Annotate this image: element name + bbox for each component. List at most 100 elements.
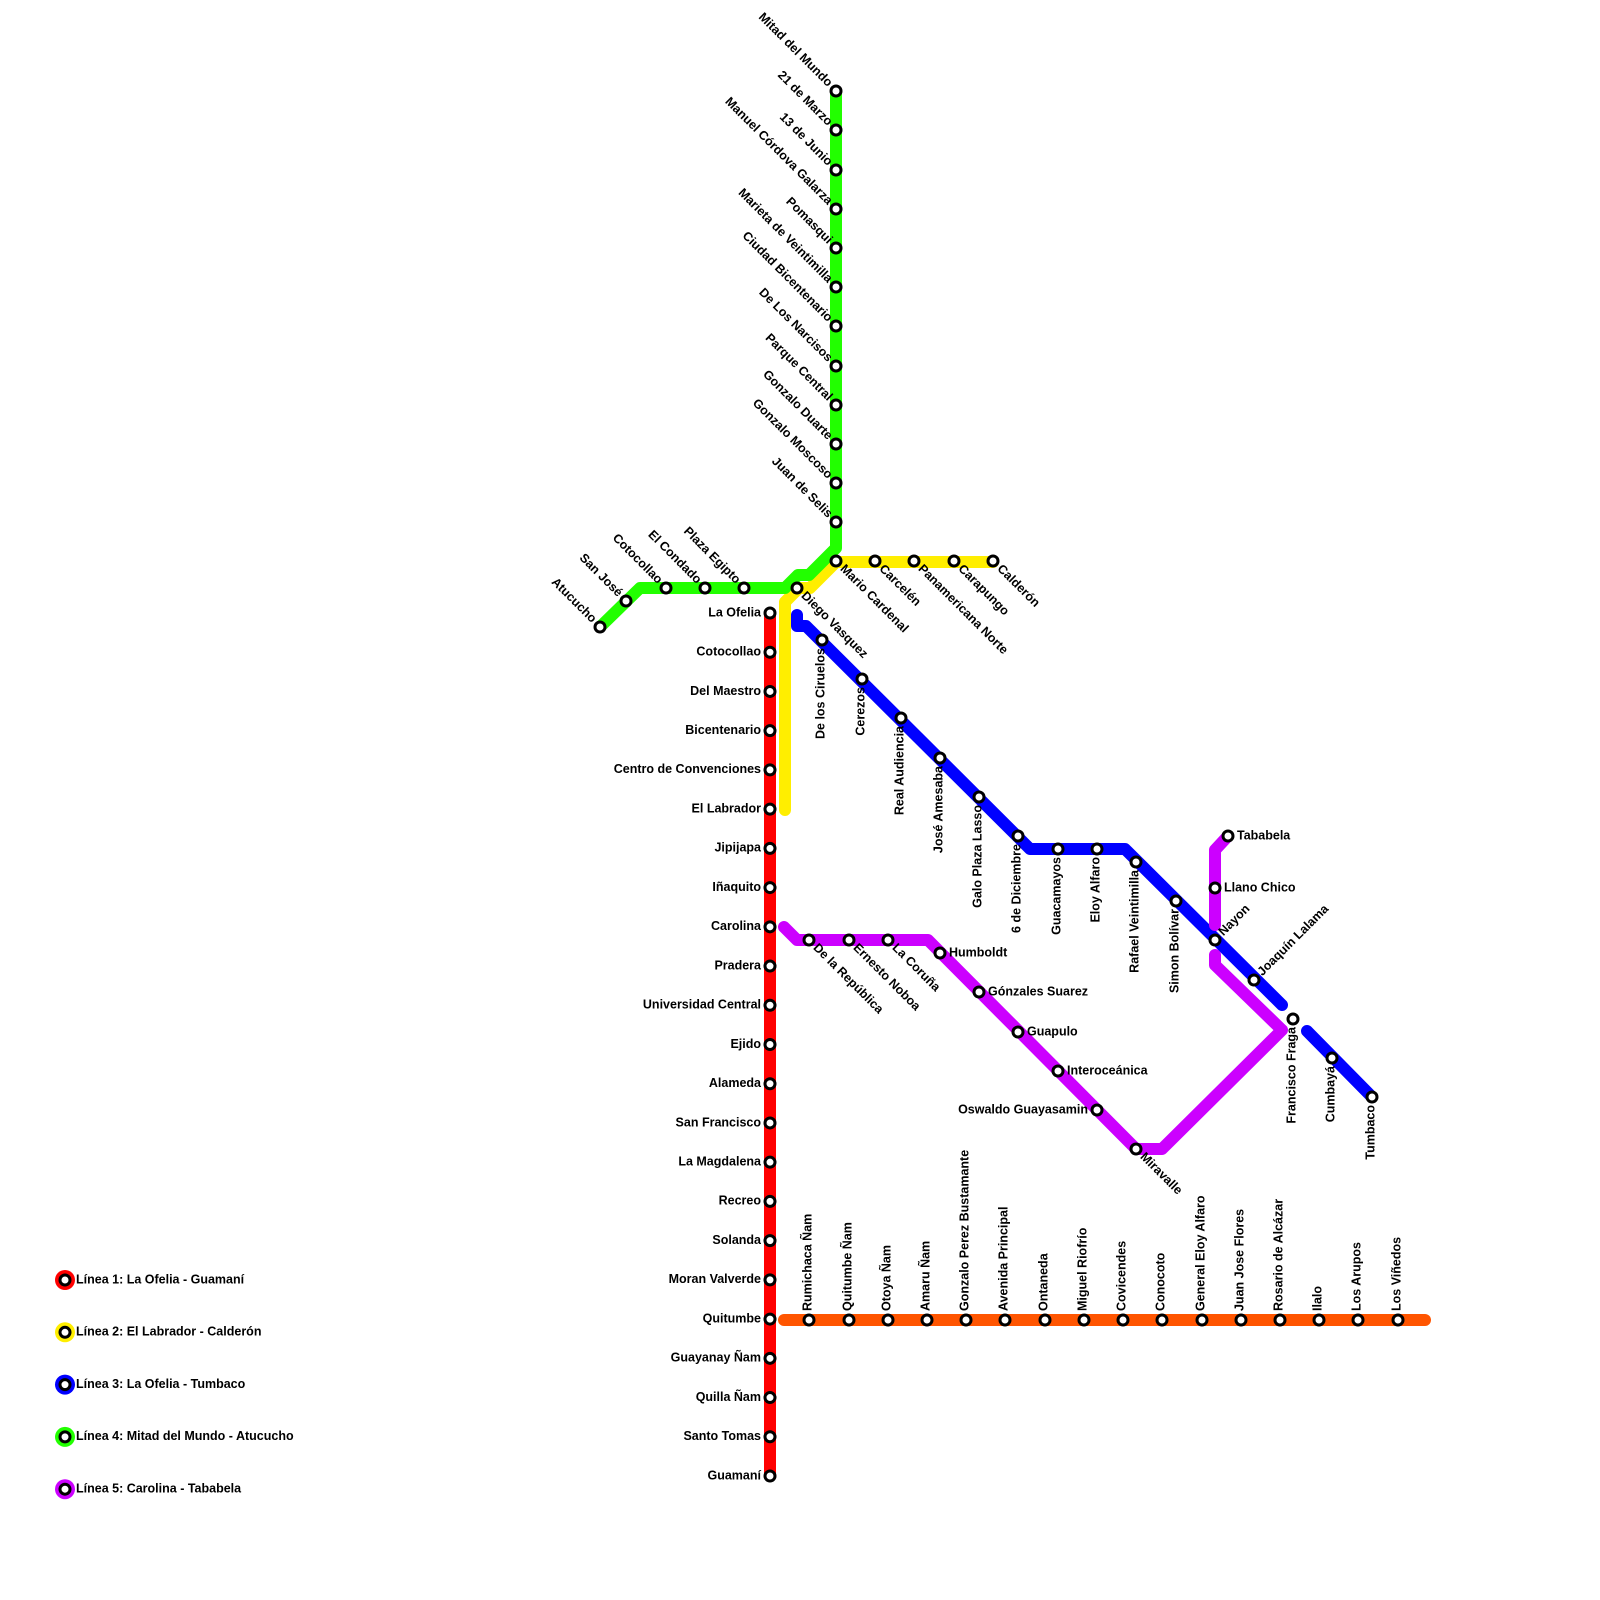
station-marker[interactable]: [763, 1234, 777, 1248]
station-marker[interactable]: [933, 946, 947, 960]
station-marker[interactable]: [972, 790, 986, 804]
station[interactable]: [1011, 1025, 1025, 1039]
station-marker[interactable]: [763, 1312, 777, 1326]
station[interactable]: [1129, 1142, 1143, 1156]
station[interactable]: [933, 946, 947, 960]
station-marker[interactable]: [947, 554, 961, 568]
station-marker[interactable]: [1286, 1012, 1300, 1026]
station-marker[interactable]: [1077, 1313, 1091, 1327]
station-marker[interactable]: [1234, 1313, 1248, 1327]
station-marker[interactable]: [698, 581, 712, 595]
station-marker[interactable]: [763, 1077, 777, 1091]
station[interactable]: [763, 1351, 777, 1365]
station-marker[interactable]: [829, 123, 843, 137]
station[interactable]: [737, 581, 751, 595]
station[interactable]: [763, 763, 777, 777]
station[interactable]: [1221, 829, 1235, 843]
station[interactable]: [947, 554, 961, 568]
station-marker[interactable]: [1325, 1051, 1339, 1065]
station-marker[interactable]: [763, 684, 777, 698]
station-marker[interactable]: [1155, 1313, 1169, 1327]
station-marker[interactable]: [763, 1391, 777, 1405]
station-marker[interactable]: [1351, 1313, 1365, 1327]
station[interactable]: [763, 1469, 777, 1483]
station[interactable]: [1051, 1064, 1065, 1078]
station-marker[interactable]: [1090, 842, 1104, 856]
station[interactable]: [1208, 933, 1222, 947]
station[interactable]: [998, 1313, 1012, 1327]
station[interactable]: [763, 1077, 777, 1091]
station-marker[interactable]: [1365, 1090, 1379, 1104]
station[interactable]: [763, 724, 777, 738]
station-marker[interactable]: [1169, 894, 1183, 908]
station-marker[interactable]: [829, 515, 843, 529]
station-marker[interactable]: [881, 1313, 895, 1327]
station[interactable]: [907, 554, 921, 568]
station[interactable]: [1208, 881, 1222, 895]
station-marker[interactable]: [763, 881, 777, 895]
station[interactable]: [829, 398, 843, 412]
station[interactable]: [763, 841, 777, 855]
station-marker[interactable]: [829, 359, 843, 373]
station[interactable]: [763, 1194, 777, 1208]
station-marker[interactable]: [1051, 842, 1065, 856]
station[interactable]: [829, 515, 843, 529]
station[interactable]: [1155, 1313, 1169, 1327]
station-marker[interactable]: [763, 1038, 777, 1051]
station-marker[interactable]: [790, 581, 804, 595]
station[interactable]: [829, 123, 843, 137]
station[interactable]: [894, 711, 908, 725]
station[interactable]: [1077, 1313, 1091, 1327]
station[interactable]: [1365, 1090, 1379, 1104]
station-marker[interactable]: [763, 1469, 777, 1483]
station-marker[interactable]: [829, 476, 843, 490]
station-marker[interactable]: [1011, 1025, 1025, 1039]
station-marker[interactable]: [763, 1194, 777, 1208]
station-marker[interactable]: [829, 319, 843, 333]
station-marker[interactable]: [829, 554, 843, 568]
station-marker[interactable]: [763, 1273, 777, 1287]
station[interactable]: [1129, 855, 1143, 869]
station[interactable]: [881, 933, 895, 947]
station[interactable]: [763, 998, 777, 1012]
station-marker[interactable]: [1312, 1313, 1326, 1327]
station-marker[interactable]: [763, 802, 777, 816]
station[interactable]: [763, 920, 777, 934]
station-marker[interactable]: [763, 606, 777, 620]
station[interactable]: [763, 684, 777, 698]
station[interactable]: [920, 1313, 934, 1327]
station[interactable]: [1325, 1051, 1339, 1065]
station[interactable]: [763, 606, 777, 620]
station[interactable]: [763, 802, 777, 816]
station[interactable]: [593, 620, 607, 634]
station-marker[interactable]: [815, 633, 829, 647]
station-marker[interactable]: [1195, 1313, 1209, 1327]
station-marker[interactable]: [1208, 933, 1222, 947]
station-marker[interactable]: [619, 594, 633, 608]
station[interactable]: [1273, 1313, 1287, 1327]
station-marker[interactable]: [829, 398, 843, 412]
station-marker[interactable]: [972, 985, 986, 999]
station[interactable]: [763, 645, 777, 659]
station[interactable]: [829, 241, 843, 255]
station[interactable]: [763, 1234, 777, 1248]
station[interactable]: [763, 1273, 777, 1287]
station[interactable]: [815, 633, 829, 647]
station[interactable]: [763, 959, 777, 973]
station[interactable]: [1391, 1313, 1405, 1327]
station[interactable]: [1234, 1313, 1248, 1327]
station-marker[interactable]: [881, 933, 895, 947]
station-marker[interactable]: [1090, 1103, 1104, 1117]
station-marker[interactable]: [920, 1313, 934, 1327]
station-marker[interactable]: [802, 1313, 816, 1327]
station[interactable]: [829, 554, 843, 568]
station[interactable]: [829, 319, 843, 333]
station-marker[interactable]: [842, 1313, 856, 1327]
station[interactable]: [829, 163, 843, 177]
station[interactable]: [763, 881, 777, 895]
station-marker[interactable]: [1129, 1142, 1143, 1156]
station-marker[interactable]: [1208, 881, 1222, 895]
station-marker[interactable]: [1221, 829, 1235, 843]
station[interactable]: [855, 672, 869, 686]
station-marker[interactable]: [829, 280, 843, 294]
